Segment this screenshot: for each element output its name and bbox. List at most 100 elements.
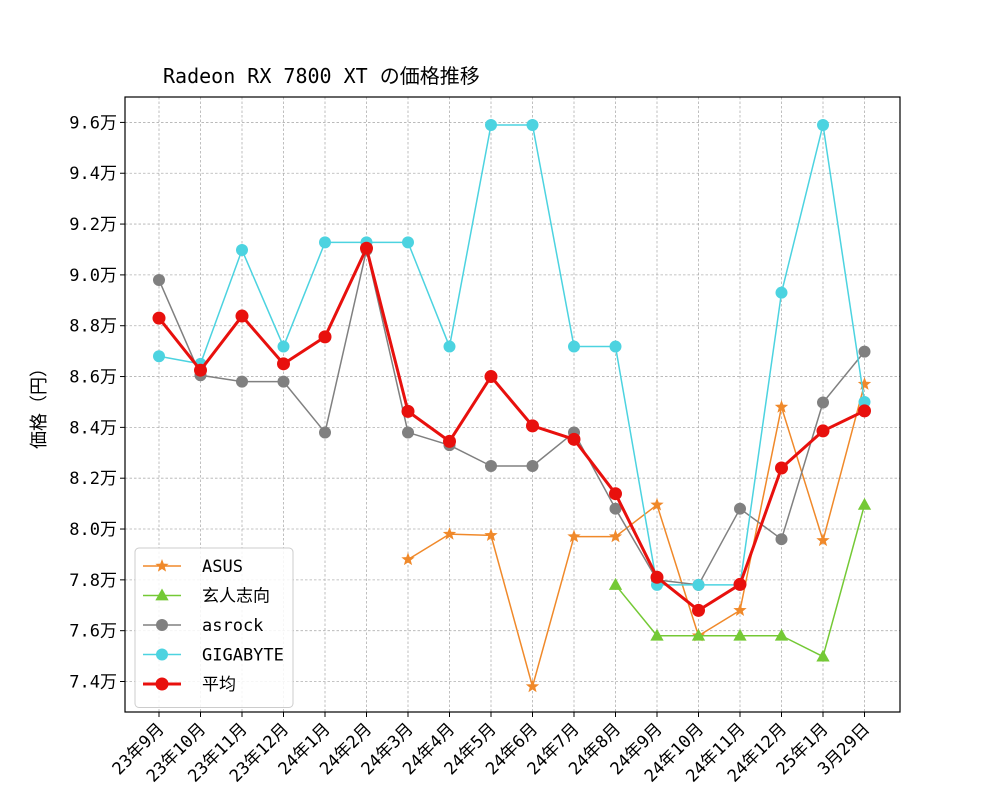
legend-label: asrock (202, 616, 263, 636)
legend: ASUS 玄人志向 asrock GIGABYTE 平均 (134, 547, 294, 708)
legend-label: ASUS (202, 557, 243, 577)
data-point (858, 404, 871, 418)
data-point (567, 432, 581, 446)
plot-frame (124, 96, 901, 713)
y-tick-label: 7.6万 (69, 622, 117, 642)
series-series (608, 497, 872, 662)
data-point (816, 424, 830, 438)
data-point (857, 497, 872, 510)
data-point (277, 340, 290, 353)
series-series (152, 241, 871, 617)
data-point (650, 570, 664, 584)
data-point (692, 603, 705, 617)
series-asrock (153, 243, 871, 591)
data-point (152, 311, 166, 325)
data-point (858, 395, 871, 408)
data-point (858, 345, 871, 358)
series-line (158, 249, 866, 586)
data-point (774, 400, 789, 413)
data-point (442, 527, 457, 540)
data-point (319, 426, 331, 439)
data-point (650, 628, 664, 641)
data-point (816, 649, 830, 662)
data-point (360, 241, 373, 255)
data-point (774, 628, 789, 641)
data-point (485, 460, 497, 472)
data-point (775, 286, 788, 299)
data-point (817, 118, 829, 131)
y-tick-label: 9.4万 (69, 164, 117, 184)
grid (125, 97, 900, 712)
data-point (443, 340, 456, 353)
data-point (236, 375, 248, 388)
y-tick-label: 8.4万 (69, 418, 117, 438)
legend-item-gigabyte: GIGABYTE (143, 646, 284, 666)
data-point (402, 426, 414, 439)
series-layer (152, 118, 872, 693)
data-point (568, 340, 580, 353)
legend-label: 玄人志向 (202, 587, 270, 607)
data-point (609, 340, 622, 353)
series-line (407, 383, 866, 688)
data-point (484, 370, 498, 384)
y-axis-label: 価格（円） (29, 359, 50, 449)
y-tick-label: 8.8万 (69, 317, 117, 337)
data-point (401, 404, 415, 418)
data-point (567, 529, 581, 543)
data-point (608, 577, 623, 590)
data-point (692, 578, 705, 591)
data-point (319, 236, 331, 249)
data-point (401, 552, 415, 566)
data-point (484, 528, 498, 542)
data-point (609, 487, 622, 501)
data-point (277, 375, 290, 388)
legend-marker (155, 677, 169, 691)
data-point (153, 273, 165, 286)
data-point (733, 603, 747, 617)
y-tick-label: 9.0万 (69, 266, 117, 286)
legend-item-asus: ASUS (143, 557, 243, 577)
y-tick-label: 9.2万 (69, 215, 117, 235)
data-point (817, 396, 829, 409)
y-tick-label: 9.6万 (69, 113, 117, 133)
data-point (236, 243, 248, 256)
data-point (235, 309, 249, 323)
y-tick-label: 8.0万 (69, 520, 117, 540)
legend-marker (156, 619, 168, 631)
data-point (816, 533, 830, 547)
legend-marker (155, 559, 169, 572)
series-line (158, 124, 866, 586)
legend-marker (155, 588, 169, 601)
data-point (775, 461, 788, 475)
data-point (526, 419, 539, 433)
data-point (485, 118, 497, 131)
data-point (609, 502, 622, 515)
y-tick-label: 8.6万 (69, 368, 117, 388)
series-line (157, 246, 866, 612)
legend-box (134, 547, 294, 708)
data-point (733, 628, 747, 641)
legend-marker (156, 648, 168, 661)
data-point (526, 118, 539, 131)
y-tick-label: 8.2万 (69, 469, 117, 489)
y-tick-label: 7.4万 (69, 673, 117, 693)
data-point (153, 350, 165, 363)
legend-label: GIGABYTE (202, 646, 284, 666)
data-point (650, 497, 664, 511)
data-point (402, 236, 414, 249)
y-tick-label: 7.8万 (69, 571, 117, 591)
data-point (526, 460, 539, 472)
data-point (194, 363, 207, 377)
series-gigabyte (153, 118, 871, 591)
data-point (857, 377, 872, 390)
legend-label: 平均 (202, 675, 236, 695)
data-point (608, 529, 623, 543)
legend-item-series: 平均 (143, 675, 236, 695)
data-point (277, 357, 290, 371)
legend-item-series: 玄人志向 (143, 587, 270, 607)
data-point (775, 533, 788, 546)
data-point (318, 330, 332, 344)
chart-title: Radeon RX 7800 XT の価格推移 (163, 64, 480, 88)
